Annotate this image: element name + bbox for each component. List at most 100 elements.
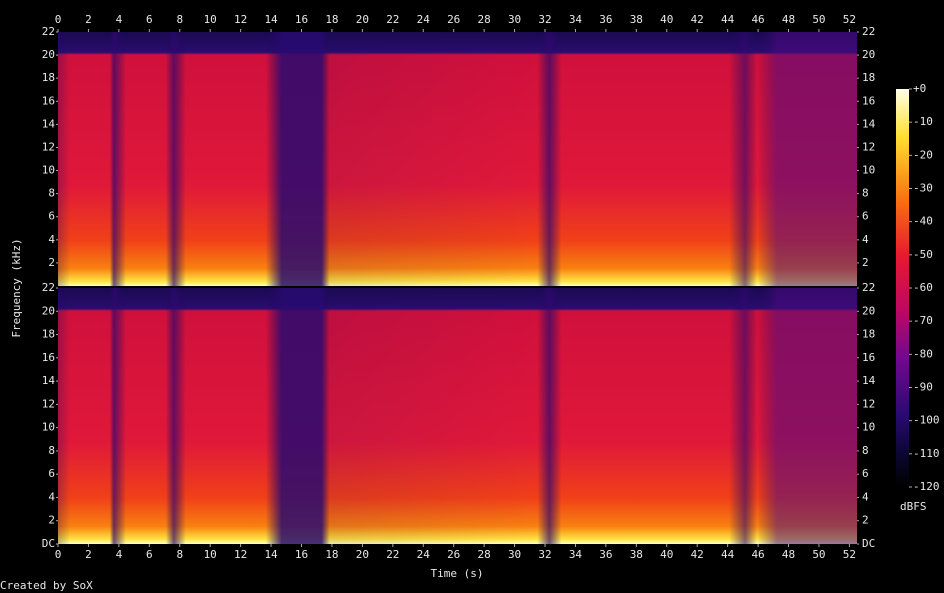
x-tick-label: 40 (660, 13, 673, 26)
colorbar-tick-label: -70 (913, 314, 933, 327)
colorbar-tick-label: -40 (913, 215, 933, 228)
spectrogram-shading (58, 32, 857, 286)
colorbar-label: dBFS (900, 500, 927, 513)
y-tick-label: 2 (862, 514, 869, 527)
x-tick-label: 36 (599, 548, 612, 561)
y-tick-label: 20 (42, 48, 55, 61)
x-tick-label: 26 (447, 13, 460, 26)
y-axis-label: Frequency (kHz) (10, 238, 23, 337)
x-tick-label: 52 (843, 13, 856, 26)
x-tick-label: 16 (295, 13, 308, 26)
x-tick-label: 20 (356, 548, 369, 561)
x-tick-label: 10 (204, 548, 217, 561)
x-tick-label: 2 (85, 13, 92, 26)
y-tick-label: 12 (862, 397, 875, 410)
y-tick-label: DC (862, 537, 875, 550)
y-tick-label: 10 (862, 164, 875, 177)
x-tick-label: 32 (538, 13, 551, 26)
y-tick-label: 16 (862, 351, 875, 364)
colorbar (896, 89, 909, 487)
x-tick-label: 42 (691, 13, 704, 26)
x-tick-label: 22 (386, 548, 399, 561)
y-tick-label: 4 (48, 233, 55, 246)
y-tick-label: 10 (862, 421, 875, 434)
y-tick-label: 6 (862, 210, 869, 223)
x-tick-label: 8 (176, 13, 183, 26)
x-tick-label: 20 (356, 13, 369, 26)
y-tick-label: 8 (48, 187, 55, 200)
y-tick-label: DC (42, 537, 55, 550)
x-tick-label: 8 (176, 548, 183, 561)
y-tick-label: 20 (862, 48, 875, 61)
x-tick-label: 46 (751, 548, 764, 561)
y-tick-label: 8 (862, 444, 869, 457)
x-tick-label: 2 (85, 548, 92, 561)
x-tick-label: 14 (264, 548, 278, 561)
y-tick-label: 6 (862, 467, 869, 480)
x-tick-label: 30 (508, 548, 521, 561)
x-tick-label: 50 (812, 13, 825, 26)
x-tick-label: 6 (146, 548, 153, 561)
y-tick-label: 12 (42, 140, 55, 153)
x-tick-label: 32 (538, 548, 551, 561)
y-tick-label: 22 (862, 25, 875, 38)
y-tick-label: 4 (48, 490, 55, 503)
colorbar-tick-label: -90 (913, 381, 933, 394)
y-tick-label: 2 (48, 256, 55, 269)
colorbar-tick-label: -50 (913, 248, 933, 261)
x-tick-label: 50 (812, 548, 825, 561)
x-tick-label: 44 (721, 548, 735, 561)
spectrogram-shading (58, 288, 857, 544)
colorbar-tick-label: -20 (913, 148, 933, 161)
y-tick-label: 22 (42, 281, 55, 294)
x-tick-label: 4 (116, 13, 123, 26)
y-tick-label: 12 (42, 397, 55, 410)
y-tick-label: 12 (862, 140, 875, 153)
y-tick-label: 6 (48, 210, 55, 223)
x-tick-label: 24 (417, 13, 431, 26)
x-tick-label: 28 (478, 548, 491, 561)
x-tick-label: 26 (447, 548, 460, 561)
y-tick-label: 16 (42, 94, 55, 107)
x-tick-label: 42 (691, 548, 704, 561)
x-axis-label: Time (s) (431, 567, 484, 580)
y-tick-label: 14 (42, 374, 56, 387)
x-tick-label: 4 (116, 548, 123, 561)
colorbar-tick-label: -30 (913, 182, 933, 195)
x-tick-label: 12 (234, 548, 247, 561)
colorbar-tick-label: -120 (913, 480, 940, 493)
x-tick-label: 34 (569, 13, 583, 26)
x-tick-label: 48 (782, 548, 795, 561)
y-tick-label: 8 (862, 187, 869, 200)
colorbar-tick-label: -80 (913, 347, 933, 360)
x-tick-label: 46 (751, 13, 764, 26)
x-tick-label: 34 (569, 548, 583, 561)
y-tick-label: 2 (48, 514, 55, 527)
x-tick-label: 24 (417, 548, 431, 561)
x-tick-label: 0 (55, 548, 62, 561)
footer: Created by SoX (0, 579, 93, 592)
y-tick-label: 14 (42, 117, 56, 130)
x-tick-label: 10 (204, 13, 217, 26)
y-tick-label: 20 (42, 304, 55, 317)
x-tick-label: 0 (55, 13, 62, 26)
y-tick-label: 4 (862, 233, 869, 246)
y-tick-label: 10 (42, 164, 55, 177)
y-tick-label: 22 (42, 25, 55, 38)
y-tick-label: 14 (862, 117, 876, 130)
y-tick-label: 8 (48, 444, 55, 457)
x-tick-label: 18 (325, 13, 338, 26)
y-tick-label: 22 (862, 281, 875, 294)
x-tick-label: 30 (508, 13, 521, 26)
y-tick-label: 16 (862, 94, 875, 107)
x-tick-label: 38 (630, 548, 643, 561)
x-tick-label: 44 (721, 13, 735, 26)
x-tick-label: 48 (782, 13, 795, 26)
x-tick-label: 16 (295, 548, 308, 561)
y-tick-label: 18 (42, 328, 55, 341)
y-tick-label: 10 (42, 421, 55, 434)
x-tick-label: 36 (599, 13, 612, 26)
x-tick-label: 22 (386, 13, 399, 26)
